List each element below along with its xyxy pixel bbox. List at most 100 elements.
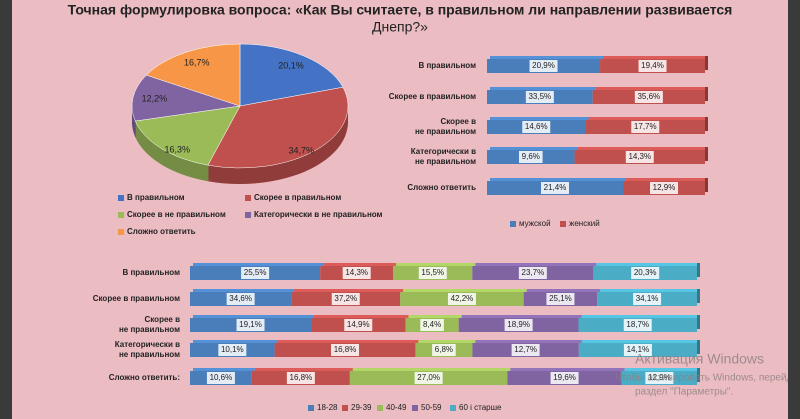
- value-label: 25,1%: [549, 294, 572, 303]
- value-label-box: [447, 293, 476, 305]
- bar-end: [697, 340, 700, 354]
- value-label-box: [511, 344, 540, 356]
- legend-swatch: [118, 212, 124, 218]
- value-label: 20,1%: [278, 60, 304, 70]
- value-label-box: [634, 91, 663, 103]
- bar-segment-top: [588, 117, 708, 120]
- value-label: 16,8%: [334, 345, 357, 354]
- value-label: 19,1%: [239, 320, 262, 329]
- bar-segment-top: [403, 289, 527, 292]
- pie-slice: [131, 74, 241, 122]
- value-label-box: [236, 319, 265, 331]
- legend-label: Сложно ответить: [127, 227, 196, 236]
- bar-segment-top: [603, 56, 708, 59]
- bar-segment-top: [193, 289, 295, 292]
- value-label: 17,7%: [634, 122, 657, 131]
- value-label-box: [541, 182, 570, 194]
- value-label-box: [518, 267, 547, 279]
- value-label: 42,2%: [451, 294, 474, 303]
- watermark: раздел "Параметры".: [635, 387, 733, 398]
- legend-swatch: [245, 195, 251, 201]
- value-label-box: [546, 293, 575, 305]
- pie-slice: [239, 43, 344, 107]
- value-label-box: [631, 267, 660, 279]
- value-label: 14,3%: [345, 268, 368, 277]
- value-label-box: [414, 372, 443, 384]
- value-label-box: [432, 344, 456, 356]
- legend-swatch: [450, 405, 456, 411]
- bar-segment-top: [193, 368, 255, 371]
- value-label: 6,8%: [435, 345, 453, 354]
- category-label: Категорически в не правильном: [115, 340, 180, 359]
- legend-label: женский: [569, 219, 600, 228]
- value-label: 34,6%: [229, 294, 252, 303]
- category-label: Скорее в не правильном: [415, 117, 476, 136]
- value-label: 12,9%: [648, 373, 671, 382]
- value-label: 25,5%: [244, 268, 267, 277]
- bar-segment-top: [396, 263, 476, 266]
- value-label-box: [631, 121, 660, 133]
- bar-segment-top: [193, 263, 324, 266]
- value-label: 12,2%: [142, 94, 168, 104]
- value-label-box: [550, 372, 579, 384]
- bar-segment-top: [408, 315, 462, 318]
- bar-segment-top: [294, 289, 404, 292]
- value-label: 19,6%: [553, 373, 576, 382]
- legend-label: Скорее в не правильном: [127, 210, 226, 219]
- legend-swatch: [245, 212, 251, 218]
- value-label: 27,0%: [417, 373, 440, 382]
- value-label-box: [638, 60, 667, 72]
- value-label: 20,9%: [532, 61, 555, 70]
- legend-label: В правильном: [127, 193, 185, 202]
- value-label-box: [344, 319, 373, 331]
- bar-end: [705, 117, 708, 131]
- bar-segment-top: [581, 340, 700, 343]
- value-label: 20,3%: [634, 268, 657, 277]
- legend-swatch: [510, 221, 516, 227]
- value-label-box: [241, 267, 270, 279]
- value-label: 37,2%: [334, 294, 357, 303]
- bar-segment-top: [461, 315, 582, 318]
- value-label: 12,9%: [653, 183, 676, 192]
- bar-segment-top: [490, 117, 589, 120]
- value-label: 10,6%: [210, 373, 233, 382]
- bar-segment-top: [277, 340, 419, 343]
- bar-segment-top: [475, 263, 597, 266]
- value-label-box: [625, 151, 654, 163]
- frame: [788, 0, 800, 419]
- legend-label: 18-28: [317, 403, 338, 412]
- bar-end: [705, 147, 708, 161]
- legend-label: 40-49: [386, 403, 407, 412]
- slide-title: Днепр?»: [372, 19, 428, 35]
- legend-swatch: [412, 405, 418, 411]
- value-label: 35,6%: [637, 92, 660, 101]
- value-label-box: [331, 293, 360, 305]
- value-label: 14,9%: [347, 320, 370, 329]
- bar-end: [705, 56, 708, 70]
- value-label-box: [420, 319, 444, 331]
- bar-segment-top: [581, 315, 700, 318]
- pie-slice: [207, 86, 349, 169]
- value-label-box: [504, 319, 533, 331]
- value-label-box: [623, 319, 652, 331]
- bar-segment-top: [193, 340, 278, 343]
- bar-segment-top: [600, 289, 700, 292]
- value-label-box: [645, 372, 674, 384]
- value-label: 16,8%: [290, 373, 313, 382]
- category-label: Скорее в не правильном: [119, 315, 180, 334]
- pie-slice: [134, 105, 241, 166]
- legend-swatch: [308, 405, 314, 411]
- legend-label: 50-59: [421, 403, 442, 412]
- value-label: 12,7%: [514, 345, 537, 354]
- value-label: 23,7%: [522, 268, 545, 277]
- value-label-box: [650, 182, 679, 194]
- value-label: 16,7%: [184, 57, 210, 67]
- legend-swatch: [118, 229, 124, 235]
- bar-segment-top: [595, 87, 708, 90]
- bar-segment-top: [490, 56, 604, 59]
- value-label-box: [633, 293, 662, 305]
- legend-swatch: [377, 405, 383, 411]
- category-label: В правильном: [418, 61, 476, 70]
- value-label: 14,6%: [525, 122, 548, 131]
